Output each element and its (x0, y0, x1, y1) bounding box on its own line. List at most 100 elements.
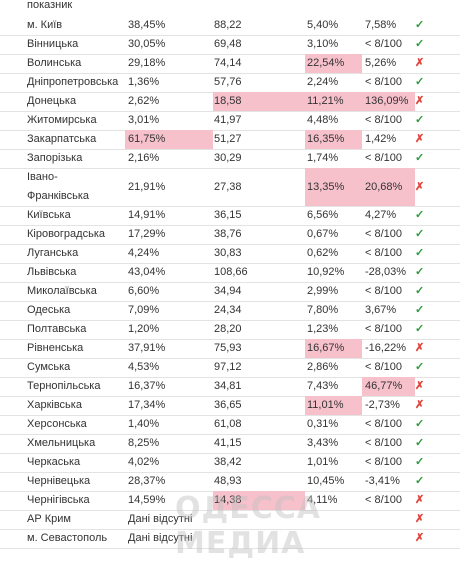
metric-3: 10,45% (307, 475, 345, 487)
metric-2: 28,20 (214, 323, 242, 335)
header-label: показник (27, 0, 73, 11)
metric-4: 7,58% (365, 19, 397, 31)
check-icon: ✓ (415, 152, 425, 164)
check-icon: ✓ (415, 38, 425, 50)
table-row: Житомирська 3,01% 41,97 4,48% < 8/100 ✓ (0, 111, 460, 130)
metric-4: 46,77% (362, 377, 415, 396)
region-name: Львівська (27, 266, 77, 278)
region-name: м. Київ (27, 19, 63, 31)
cross-icon: ✗ (415, 532, 425, 544)
metric-1: 7,09% (128, 304, 160, 316)
metric-3: 0,62% (307, 247, 339, 259)
metric-2: 14,38 (213, 491, 305, 510)
cross-icon: ✗ (415, 133, 425, 145)
check-icon: ✓ (415, 304, 425, 316)
region-name: Вінницька (27, 38, 79, 50)
table-row: Запорізька 2,16% 30,29 1,74% < 8/100 ✓ (0, 149, 460, 168)
metric-3: 11,01% (305, 396, 362, 415)
row-divider (0, 244, 460, 245)
row-divider (0, 73, 460, 74)
metric-1: 29,18% (128, 57, 166, 69)
no-data-note: Дані відсутні (128, 532, 193, 544)
metric-2: 97,12 (214, 361, 242, 373)
cross-icon: ✗ (415, 57, 425, 69)
metric-3: 4,48% (307, 114, 339, 126)
metric-1: 14,59% (128, 494, 166, 506)
check-icon: ✓ (415, 76, 425, 88)
metric-2: 41,97 (214, 114, 242, 126)
metric-3: 13,35% (305, 168, 362, 206)
row-divider (0, 149, 460, 150)
metric-1: 30,05% (128, 38, 166, 50)
region-name: Київська (27, 209, 71, 221)
metric-3: 0,67% (307, 228, 339, 240)
metric-1: 17,29% (128, 228, 166, 240)
metric-1: 14,91% (128, 209, 166, 221)
metric-3: 4,11% (307, 494, 338, 506)
row-divider (0, 35, 460, 36)
metric-3: 22,54% (305, 54, 362, 73)
row-divider (0, 111, 460, 112)
metric-2: 61,08 (214, 418, 242, 430)
table-row: Чернівецька 28,37% 48,93 10,45% -3,41% ✓ (0, 472, 460, 491)
metric-4: < 8/100 (365, 152, 403, 164)
metric-1: 4,24% (128, 247, 160, 259)
table-row: Чернігівська 14,59% 14,38 4,11% < 8/100 ✗ (0, 491, 460, 510)
table-row: м. Київ 38,45% 88,22 5,40% 7,58% ✓ (0, 16, 460, 35)
region-name: АР Крим (27, 513, 71, 525)
region-name: Луганська (27, 247, 79, 259)
table-row: Львівська 43,04% 108,66 10,92% -28,03% ✓ (0, 263, 460, 282)
row-divider (0, 130, 460, 131)
row-divider (0, 339, 460, 340)
metric-4: < 8/100 (365, 247, 403, 259)
region-name: м. Севастополь (27, 532, 108, 544)
table-row: Хмельницька 8,25% 41,15 3,43% < 8/100 ✓ (0, 434, 460, 453)
row-divider (0, 358, 460, 359)
check-icon: ✓ (415, 475, 425, 487)
check-icon: ✓ (415, 19, 425, 31)
check-icon: ✓ (415, 437, 425, 449)
region-name: Волинська (27, 57, 82, 69)
metric-3: 11,21% (305, 92, 362, 111)
watermark-logo: ОДЕССАМЕДИА (175, 491, 321, 561)
row-divider (0, 225, 460, 226)
row-divider (0, 396, 460, 397)
metric-1: 1,36% (128, 76, 160, 88)
metric-2: 108,66 (214, 266, 248, 278)
check-icon: ✓ (415, 361, 425, 373)
metric-3: 6,56% (307, 209, 339, 221)
metric-2: 18,58 (213, 92, 305, 111)
metric-3: 7,43% (307, 380, 339, 392)
region-name: Черкаська (27, 456, 81, 468)
metric-1: 1,20% (128, 323, 160, 335)
table-row: Київська 14,91% 36,15 6,56% 4,27% ✓ (0, 206, 460, 225)
metric-3: 1,23% (307, 323, 339, 335)
row-divider (0, 529, 460, 530)
cross-icon: ✗ (415, 399, 425, 411)
metric-3: 10,92% (307, 266, 345, 278)
row-divider (0, 472, 460, 473)
metric-2: 38,42 (214, 456, 242, 468)
metric-3: 3,10% (307, 38, 339, 50)
metric-4: -3,41% (365, 475, 400, 487)
table-row: Закарпатська 61,75% 51,27 16,35% 1,42% ✗ (0, 130, 460, 149)
metric-1: 61,75% (125, 130, 213, 149)
table-row: Херсонська 1,40% 61,08 0,31% < 8/100 ✓ (0, 415, 460, 434)
metric-1: 28,37% (128, 475, 166, 487)
table-row: м. Севастополь Дані відсутні ✗ (0, 529, 460, 548)
metric-2: 27,38 (214, 181, 242, 193)
metric-1: 21,91% (128, 181, 166, 193)
metric-2: 24,34 (214, 304, 242, 316)
region-name: Кіровоградська (27, 228, 105, 240)
region-name: Запорізька (27, 152, 83, 164)
row-divider (0, 320, 460, 321)
check-icon: ✓ (415, 209, 425, 221)
metric-2: 69,48 (214, 38, 242, 50)
metric-4: < 8/100 (365, 418, 403, 430)
metric-4: -16,22% (365, 342, 406, 354)
metric-1: 4,53% (128, 361, 160, 373)
check-icon: ✓ (415, 266, 425, 278)
region-name: Чернігівська (27, 494, 90, 506)
metric-2: 34,94 (214, 285, 242, 297)
metric-2: 30,29 (214, 152, 242, 164)
